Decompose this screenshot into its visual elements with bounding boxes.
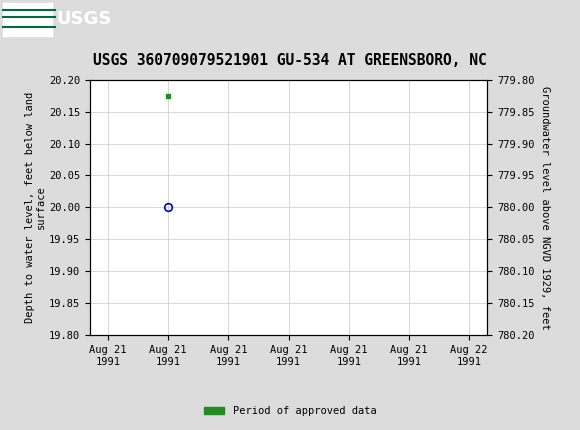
Text: USGS 360709079521901 GU-534 AT GREENSBORO, NC: USGS 360709079521901 GU-534 AT GREENSBOR… (93, 53, 487, 68)
Text: USGS: USGS (57, 10, 112, 28)
Bar (3, 3, 52, 36)
Legend: Period of approved data: Period of approved data (200, 402, 380, 421)
Y-axis label: Groundwater level above NGVD 1929, feet: Groundwater level above NGVD 1929, feet (540, 86, 550, 329)
Y-axis label: Depth to water level, feet below land
surface: Depth to water level, feet below land su… (24, 92, 46, 323)
